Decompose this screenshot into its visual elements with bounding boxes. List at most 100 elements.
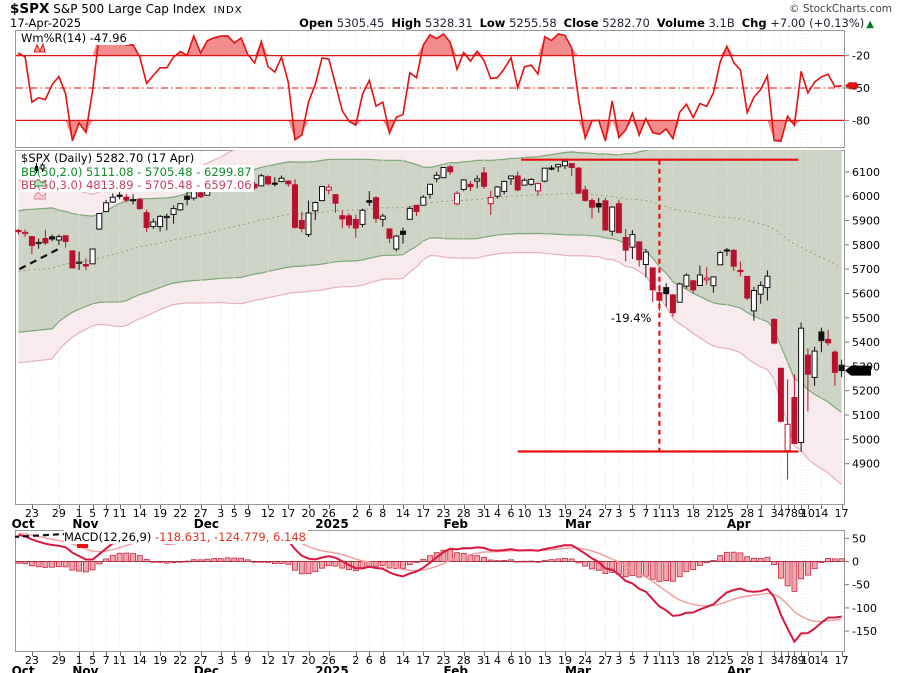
x-tick-label: 28	[740, 654, 755, 667]
x-tick-mark	[801, 505, 803, 509]
x-tick-mark	[139, 652, 141, 656]
x-tick-mark	[180, 652, 182, 656]
x-tick-mark	[841, 505, 843, 509]
x-tick-mark	[497, 652, 499, 656]
x-tick-label: 3	[217, 654, 225, 667]
svg-text:-80: -80	[852, 114, 870, 127]
price-chart: -19.4% 6100 6000 5900 5800 5700 5600 5500 5400 5…	[15, 150, 880, 505]
x-tick-label: 14	[396, 654, 410, 667]
quote-label: Low	[479, 16, 506, 30]
bb3-legend-row: BB(50,3.0) 4813.89 - 5705.48 - 6597.06	[19, 178, 254, 200]
x-tick-mark	[780, 652, 782, 656]
price-annotations: -19.4%	[15, 158, 799, 453]
x-tick-mark	[659, 505, 661, 509]
x-tick-mark	[119, 652, 121, 656]
svg-text:5800: 5800	[852, 239, 880, 252]
svg-text:5200: 5200	[852, 385, 880, 398]
symbol-name: S&P 500 Large Cap Index	[53, 2, 206, 16]
x-tick-mark	[544, 505, 546, 509]
x-tick-label: 14	[132, 507, 147, 520]
x-tick-label: 5	[230, 507, 238, 520]
svg-text:5500: 5500	[852, 312, 880, 325]
x-tick-label: 8	[379, 654, 387, 667]
x-tick-label: 10	[800, 654, 815, 667]
x-tick-mark	[726, 652, 728, 656]
bb2-legend-text: BB(50,2.0) 5111.08 - 5705.48 - 6299.87	[21, 164, 254, 179]
x-tick-label: 25	[719, 654, 734, 667]
x-tick-label: 24	[578, 654, 593, 667]
x-tick-mark	[484, 652, 485, 656]
x-tick-label: 4	[494, 654, 501, 667]
x-tick-mark	[92, 505, 94, 509]
x-tick-mark	[632, 652, 634, 656]
change-up-arrow-icon: ▲	[866, 19, 874, 30]
x-tick-label: 5	[89, 507, 97, 520]
x-tick-label: 3	[615, 654, 623, 667]
x-tick-mark	[268, 505, 269, 509]
x-tick-label: 7	[102, 507, 110, 520]
svg-text:-50: -50	[852, 82, 870, 95]
williams-r-chart: -20 -50 -80	[15, 30, 870, 148]
quote-label: Chg	[741, 16, 767, 30]
x-tick-label: 18	[686, 654, 701, 667]
x-tick-label: 19	[153, 654, 168, 667]
x-month-label: 2025	[315, 664, 349, 673]
x-tick-label: 7	[784, 507, 792, 520]
percent-change-label: -19.4%	[607, 310, 656, 325]
x-tick-mark	[659, 652, 661, 656]
x-tick-label: 11	[652, 654, 667, 667]
x-tick-label: 13	[537, 507, 552, 520]
x-tick-label: 8	[790, 507, 798, 520]
x-tick-mark	[268, 652, 269, 656]
chart-date: 17-Apr-2025	[10, 16, 82, 30]
x-tick-mark	[645, 505, 647, 509]
x-tick-label: 5	[628, 507, 636, 520]
x-tick-mark	[31, 505, 33, 509]
x-tick-mark	[308, 652, 310, 656]
x-tick-label: 17	[281, 654, 296, 667]
quote-value: 5305.45	[336, 16, 385, 30]
x-month-label: Mar	[565, 664, 591, 673]
x-month-label: Apr	[726, 664, 751, 673]
x-tick-label: 11	[652, 507, 667, 520]
x-tick-label: 1	[757, 507, 765, 520]
bb2-legend-row: BB(50,2.0) 5111.08 - 5705.48 - 6299.87	[19, 164, 254, 186]
x-month-label: 2025	[315, 517, 349, 531]
x-tick-label: 13	[665, 507, 680, 520]
x-tick-mark	[463, 505, 465, 509]
x-tick-mark	[106, 505, 108, 509]
symbol-exchange: INDX	[213, 5, 243, 16]
quote-label: Volume	[656, 16, 705, 30]
x-tick-mark	[443, 652, 445, 656]
x-tick-label: 7	[642, 507, 650, 520]
last-price-tag	[845, 365, 871, 376]
wpr-legend-label: Wm%R(14)	[21, 31, 87, 45]
x-tick-mark	[79, 652, 81, 656]
x-tick-label: 10	[800, 507, 815, 520]
x-tick-label: 11	[112, 654, 127, 667]
x-tick-label: 1	[75, 507, 83, 520]
x-tick-mark	[565, 505, 566, 509]
macd-legend: MACD(12,26,9) -118.631, -124.779, 6.148	[62, 530, 308, 548]
x-tick-label: 10	[517, 507, 532, 520]
x-tick-mark	[369, 652, 371, 656]
x-tick-label: 10	[517, 654, 532, 667]
quote-strip: Open 5305.45 High 5328.31 Low 5255.58 Close…	[292, 16, 874, 30]
quote-value: +7.00 (+0.13%)	[770, 16, 865, 30]
x-tick-label: 19	[153, 507, 168, 520]
svg-text:50: 50	[852, 532, 866, 545]
x-tick-mark	[585, 652, 587, 656]
x-tick-label: 5	[628, 654, 636, 667]
x-tick-label: 19	[558, 507, 572, 520]
x-tick-mark	[511, 505, 512, 509]
macd-legend-label: MACD(12,26,9)	[64, 530, 152, 544]
x-tick-mark	[382, 505, 384, 509]
x-tick-mark	[247, 652, 249, 656]
x-tick-mark	[821, 505, 823, 509]
quote-value: 3.1B	[708, 16, 735, 30]
x-tick-label: 9	[244, 654, 252, 667]
x-tick-mark	[443, 505, 445, 509]
x-tick-label: 6	[365, 507, 373, 520]
x-tick-label: 4	[777, 507, 785, 520]
quote-value: 5282.70	[602, 16, 650, 30]
